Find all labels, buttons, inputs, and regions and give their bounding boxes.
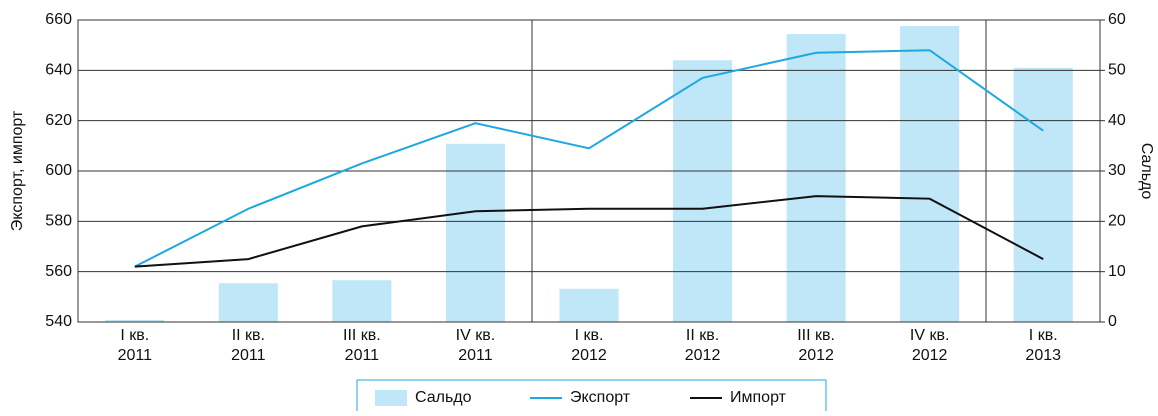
y-axis-label: Экспорт, импорт bbox=[9, 110, 26, 231]
legend-label: Импорт bbox=[730, 389, 787, 406]
y2-tick-label: 50 bbox=[1108, 62, 1126, 79]
y-tick-label: 640 bbox=[45, 62, 72, 79]
bar bbox=[105, 319, 165, 322]
x-tick-label: III кв. 2012 bbox=[797, 327, 835, 364]
bar bbox=[559, 288, 619, 322]
line bbox=[134, 195, 1044, 268]
x-tick-label: I кв. 2013 bbox=[1025, 327, 1061, 364]
bar bbox=[332, 280, 392, 322]
y-tick-label: 620 bbox=[45, 112, 72, 129]
bar bbox=[1013, 67, 1073, 322]
x-tick-label: IV кв. 2011 bbox=[456, 327, 496, 364]
y-tick-label: 540 bbox=[45, 313, 72, 330]
bar bbox=[673, 60, 733, 323]
x-tick-label: II кв. 2012 bbox=[685, 327, 721, 364]
bar bbox=[445, 143, 505, 322]
legend-box bbox=[356, 379, 827, 416]
legend-label: Сальдо bbox=[415, 389, 472, 406]
y2-tick-label: 30 bbox=[1108, 162, 1126, 179]
y2-tick-label: 40 bbox=[1108, 112, 1126, 129]
bar bbox=[786, 34, 846, 323]
legend-label: Экспорт bbox=[570, 389, 631, 406]
bar bbox=[900, 26, 960, 322]
y2-tick-label: 0 bbox=[1108, 313, 1117, 330]
y-tick-label: 580 bbox=[45, 213, 72, 230]
y2-axis-label: Сальдо bbox=[1138, 143, 1155, 200]
plot-frame bbox=[77, 19, 1101, 323]
x-tick-label: IV кв. 2012 bbox=[910, 327, 950, 364]
x-tick-label: II кв. 2011 bbox=[231, 327, 266, 364]
y2-tick-label: 60 bbox=[1108, 11, 1126, 28]
y2-tick-label: 20 bbox=[1108, 213, 1126, 230]
y-tick-label: 560 bbox=[45, 263, 72, 280]
y2-tick-label: 10 bbox=[1108, 263, 1126, 280]
x-tick-label: I кв. 2011 bbox=[118, 327, 153, 364]
y-tick-label: 600 bbox=[45, 162, 72, 179]
x-tick-label: I кв. 2012 bbox=[571, 327, 607, 364]
x-tick-label: III кв. 2011 bbox=[343, 327, 381, 364]
y-tick-label: 660 bbox=[45, 11, 72, 28]
legend-swatch bbox=[375, 390, 407, 406]
bar bbox=[218, 283, 278, 322]
line bbox=[134, 49, 1044, 268]
